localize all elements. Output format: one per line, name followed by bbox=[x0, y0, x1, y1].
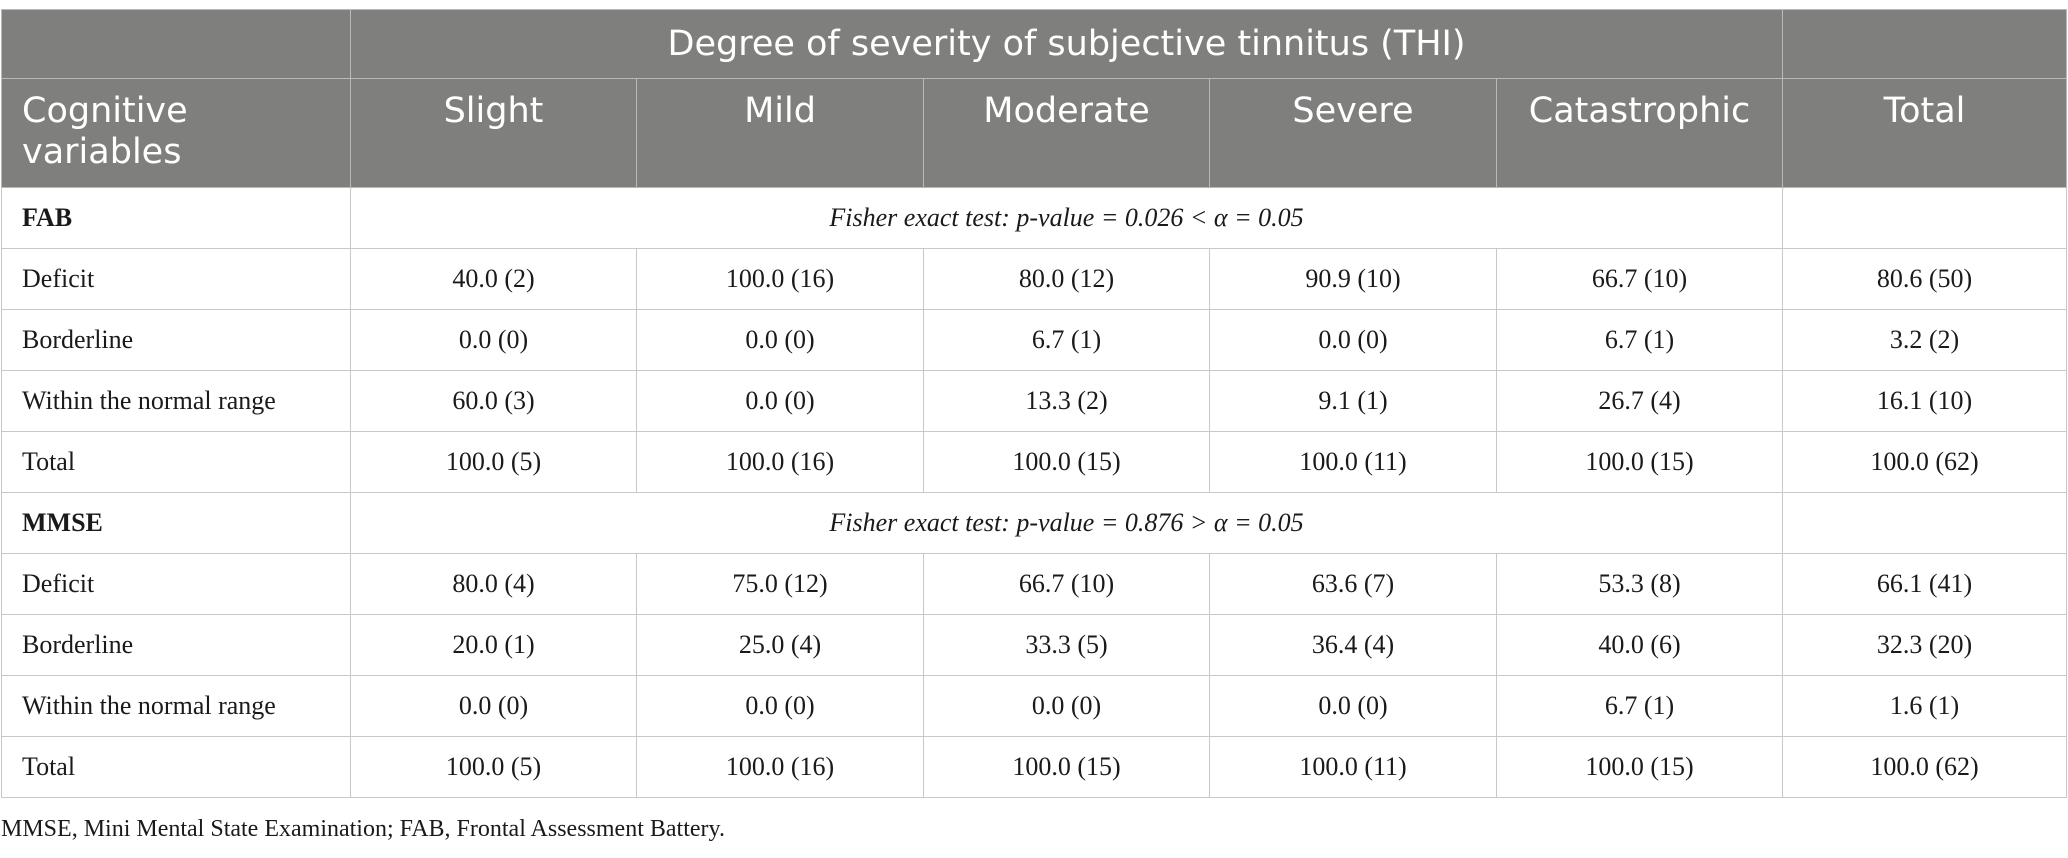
table-row: Within the normal range 60.0 (3) 0.0 (0)… bbox=[1, 370, 2068, 432]
col-header-severe: Severe bbox=[1209, 78, 1497, 188]
cell: 1.6 (1) bbox=[1782, 675, 2068, 737]
col-header-catastrophic: Catastrophic bbox=[1495, 78, 1784, 188]
cell: 13.3 (2) bbox=[923, 370, 1210, 432]
cell: 80.0 (12) bbox=[923, 248, 1210, 310]
cell: 100.0 (5) bbox=[350, 736, 637, 798]
cell: 26.7 (4) bbox=[1495, 370, 1784, 432]
cell: 100.0 (11) bbox=[1209, 736, 1497, 798]
cell: 90.9 (10) bbox=[1209, 248, 1497, 310]
row-label: Borderline bbox=[1, 309, 351, 371]
section-header-row: MMSE Fisher exact test: p-value = 0.876 … bbox=[1, 492, 2068, 554]
cell: 33.3 (5) bbox=[923, 614, 1210, 676]
row-label: Deficit bbox=[1, 553, 351, 615]
row-header-label: Cognitive variables bbox=[22, 91, 188, 172]
row-label: Deficit bbox=[1, 248, 351, 310]
cell: 32.3 (20) bbox=[1782, 614, 2068, 676]
table-row: Deficit 40.0 (2) 100.0 (16) 80.0 (12) 90… bbox=[1, 248, 2068, 310]
table-row: Borderline 20.0 (1) 25.0 (4) 33.3 (5) 36… bbox=[1, 614, 2068, 676]
section-header-row: FAB Fisher exact test: p-value = 0.026 <… bbox=[1, 187, 2068, 249]
cell: 36.4 (4) bbox=[1209, 614, 1497, 676]
col-header-slight: Slight bbox=[350, 78, 637, 188]
corner-cell-right bbox=[1782, 9, 2068, 79]
cell: 0.0 (0) bbox=[350, 675, 637, 737]
cell: 63.6 (7) bbox=[1209, 553, 1497, 615]
cell: 0.0 (0) bbox=[923, 675, 1210, 737]
cell: 75.0 (12) bbox=[636, 553, 924, 615]
header-columns-row: Cognitive variables Slight Mild Moderate… bbox=[1, 78, 2068, 188]
table-row: Within the normal range 0.0 (0) 0.0 (0) … bbox=[1, 675, 2068, 737]
corner-cell bbox=[1, 9, 351, 79]
row-header: Cognitive variables bbox=[1, 78, 351, 188]
cell: 100.0 (15) bbox=[1495, 736, 1784, 798]
cell: 66.7 (10) bbox=[1495, 248, 1784, 310]
cell: 16.1 (10) bbox=[1782, 370, 2068, 432]
cell: 9.1 (1) bbox=[1209, 370, 1497, 432]
fisher-test-result: Fisher exact test: p-value = 0.876 > α =… bbox=[349, 492, 1784, 554]
row-label: Total bbox=[1, 736, 351, 798]
results-table: Degree of severity of subjective tinnitu… bbox=[1, 9, 2068, 798]
cell: 6.7 (1) bbox=[923, 309, 1210, 371]
row-label: Borderline bbox=[1, 614, 351, 676]
cell: 20.0 (1) bbox=[350, 614, 637, 676]
cell: 100.0 (16) bbox=[636, 248, 924, 310]
cell: 100.0 (15) bbox=[1495, 431, 1784, 493]
cell: 40.0 (6) bbox=[1495, 614, 1784, 676]
cell: 40.0 (2) bbox=[350, 248, 637, 310]
cell: 100.0 (15) bbox=[923, 431, 1210, 493]
col-header-total: Total bbox=[1782, 78, 2068, 188]
cell: 0.0 (0) bbox=[636, 309, 924, 371]
table-row: Total 100.0 (5) 100.0 (16) 100.0 (15) 10… bbox=[1, 736, 2068, 798]
cell: 0.0 (0) bbox=[636, 675, 924, 737]
cell: 66.1 (41) bbox=[1782, 553, 2068, 615]
group-title: Degree of severity of subjective tinnitu… bbox=[349, 9, 1784, 79]
cell: 0.0 (0) bbox=[1209, 675, 1497, 737]
cell: 100.0 (62) bbox=[1782, 736, 2068, 798]
cell: 100.0 (15) bbox=[923, 736, 1210, 798]
cell: 0.0 (0) bbox=[1209, 309, 1497, 371]
cell: 25.0 (4) bbox=[636, 614, 924, 676]
row-label: Within the normal range bbox=[1, 370, 351, 432]
section-name: MMSE bbox=[1, 492, 351, 554]
cell: 100.0 (11) bbox=[1209, 431, 1497, 493]
cell: 100.0 (16) bbox=[636, 736, 924, 798]
col-header-moderate: Moderate bbox=[923, 78, 1210, 188]
cell: 66.7 (10) bbox=[923, 553, 1210, 615]
table-row: Borderline 0.0 (0) 0.0 (0) 6.7 (1) 0.0 (… bbox=[1, 309, 2068, 371]
cell: 100.0 (5) bbox=[350, 431, 637, 493]
cell: 80.0 (4) bbox=[350, 553, 637, 615]
row-label: Within the normal range bbox=[1, 675, 351, 737]
cell: 0.0 (0) bbox=[350, 309, 637, 371]
cell: 6.7 (1) bbox=[1495, 675, 1784, 737]
cell: 53.3 (8) bbox=[1495, 553, 1784, 615]
section-name: FAB bbox=[1, 187, 351, 249]
cell: 6.7 (1) bbox=[1495, 309, 1784, 371]
cell: 60.0 (3) bbox=[350, 370, 637, 432]
empty-cell bbox=[1782, 492, 2068, 554]
cell: 100.0 (16) bbox=[636, 431, 924, 493]
cell: 80.6 (50) bbox=[1782, 248, 2068, 310]
table-row: Deficit 80.0 (4) 75.0 (12) 66.7 (10) 63.… bbox=[1, 553, 2068, 615]
table-footnote: MMSE, Mini Mental State Examination; FAB… bbox=[1, 816, 725, 842]
cell: 0.0 (0) bbox=[636, 370, 924, 432]
col-header-mild: Mild bbox=[636, 78, 924, 188]
cell: 3.2 (2) bbox=[1782, 309, 2068, 371]
empty-cell bbox=[1782, 187, 2068, 249]
fisher-test-result: Fisher exact test: p-value = 0.026 < α =… bbox=[349, 187, 1784, 249]
table-row: Total 100.0 (5) 100.0 (16) 100.0 (15) 10… bbox=[1, 431, 2068, 493]
cell: 100.0 (62) bbox=[1782, 431, 2068, 493]
row-label: Total bbox=[1, 431, 351, 493]
header-group-row: Degree of severity of subjective tinnitu… bbox=[1, 9, 2068, 79]
